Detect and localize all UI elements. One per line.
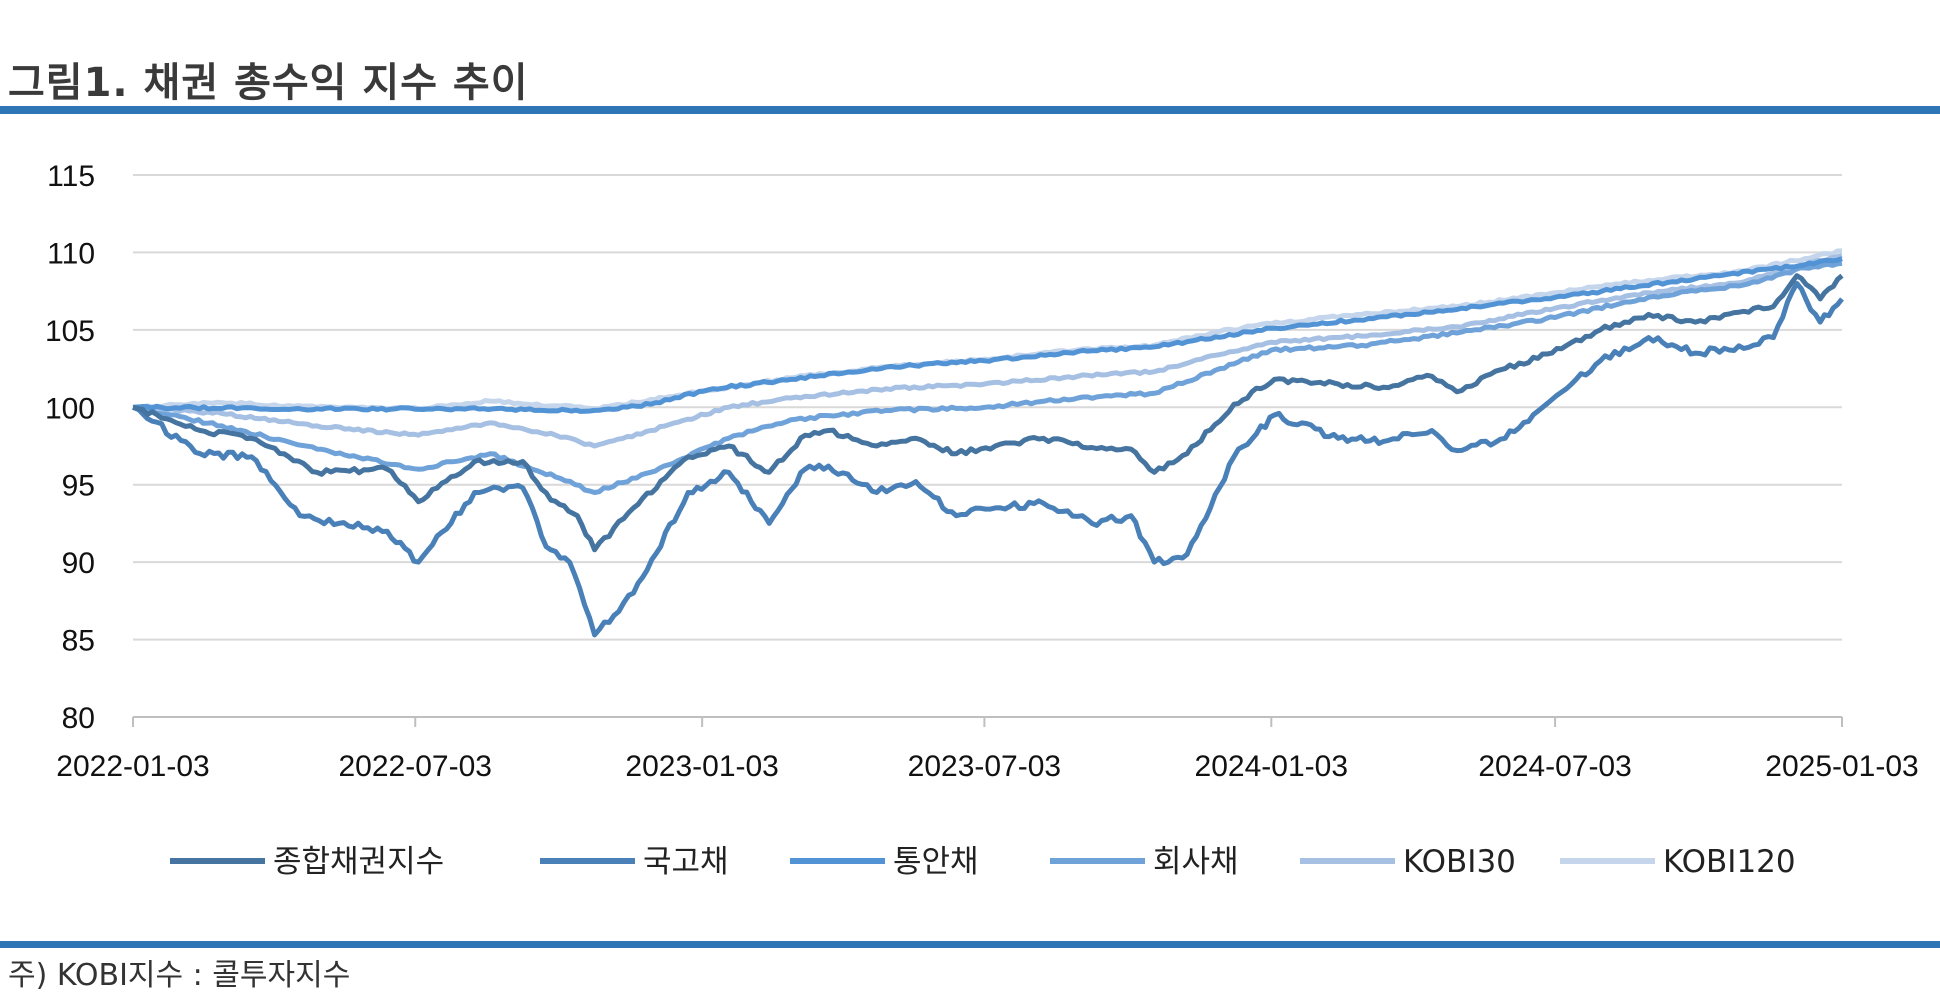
bottom-rule [0, 941, 1940, 948]
y-tick-label: 80 [62, 702, 95, 735]
legend-label: 회사채 [1153, 844, 1239, 880]
legend-label: KOBI30 [1403, 844, 1516, 880]
y-tick-label: 90 [62, 547, 95, 580]
top-rule [0, 106, 1940, 114]
x-tick-label: 2022-07-03 [339, 750, 492, 783]
series-line-2 [132, 280, 1844, 638]
series-lines [131, 248, 1844, 638]
y-tick-label: 100 [45, 392, 95, 425]
source-note: 주) KOBI지수 : 콜투자지수 [8, 958, 351, 993]
x-tick-label: 2025-01-03 [1765, 750, 1918, 783]
legend: 종합채권지수 국고채 통안채 회사채 KOBI30 KOBI120 [170, 844, 1796, 880]
series-line-3 [132, 256, 1843, 414]
legend-label: 종합채권지수 [273, 844, 444, 880]
legend-label: 국고채 [643, 844, 729, 880]
chart-title: 그림1. 채권 총수익 지수 추이 [8, 60, 529, 106]
x-tick-label: 2022-01-03 [56, 750, 209, 783]
x-tick-label: 2024-01-03 [1195, 750, 1348, 783]
legend-label: 통안채 [893, 844, 979, 880]
y-tick-label: 95 [62, 470, 95, 503]
series-line-5 [132, 253, 1843, 449]
y-tick-label: 105 [45, 315, 95, 348]
y-tick-label: 115 [47, 160, 95, 193]
legend-label: KOBI120 [1663, 844, 1796, 880]
x-axis: 2022-01-03 2022-07-03 2023-01-03 2023-07-03… [56, 716, 1919, 783]
series-line-4 [131, 260, 1843, 495]
line-chart: 80 85 90 95 100 105 110 115 2022-01-03 2022-07-0… [45, 160, 1919, 880]
y-tick-label: 85 [62, 625, 95, 658]
y-axis: 80 85 90 95 100 105 110 115 [45, 160, 95, 735]
y-tick-label: 110 [47, 237, 95, 270]
x-tick-label: 2024-07-03 [1478, 750, 1631, 783]
series-line-1 [132, 273, 1844, 553]
x-tick-label: 2023-07-03 [908, 750, 1061, 783]
x-tick-label: 2023-01-03 [625, 750, 778, 783]
